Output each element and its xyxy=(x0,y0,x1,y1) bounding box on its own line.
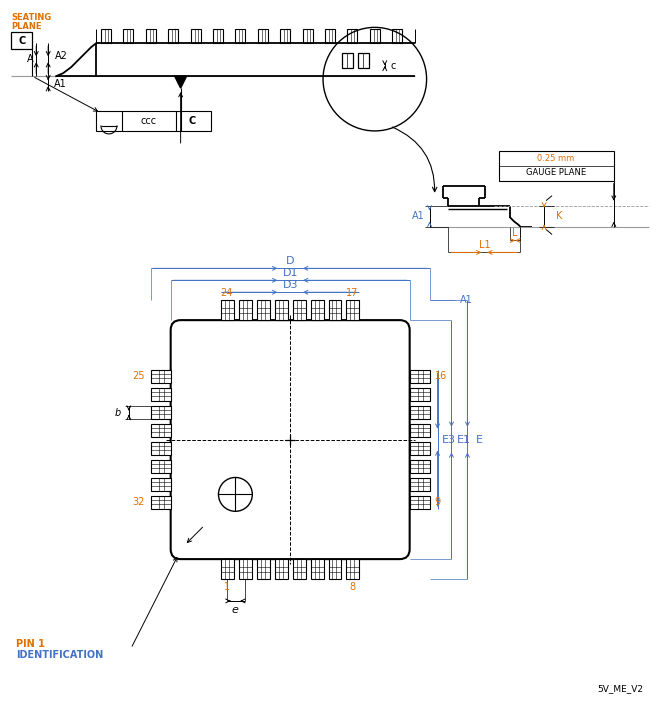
Text: C: C xyxy=(18,36,26,46)
Text: 1: 1 xyxy=(224,582,230,592)
Text: D: D xyxy=(286,257,295,266)
Bar xyxy=(410,407,430,419)
Text: E1: E1 xyxy=(457,435,471,444)
Bar xyxy=(370,29,380,43)
Bar xyxy=(500,151,614,181)
Text: 24: 24 xyxy=(221,288,233,298)
Text: b: b xyxy=(115,408,121,418)
Bar xyxy=(213,29,223,43)
Text: A1: A1 xyxy=(412,210,424,221)
Text: 32: 32 xyxy=(132,497,145,507)
Text: A1: A1 xyxy=(459,295,473,305)
Bar xyxy=(347,300,359,320)
Text: E3: E3 xyxy=(442,435,455,444)
Text: 16: 16 xyxy=(434,372,447,381)
Text: ccc: ccc xyxy=(141,116,157,126)
Text: D1: D1 xyxy=(283,268,298,278)
Bar xyxy=(280,29,290,43)
Text: A1: A1 xyxy=(54,79,67,89)
Text: e: e xyxy=(232,605,239,615)
Bar xyxy=(123,29,133,43)
Bar xyxy=(151,407,171,419)
Text: C: C xyxy=(189,116,196,126)
Bar xyxy=(239,300,252,320)
Text: 9: 9 xyxy=(434,497,441,507)
Bar xyxy=(11,32,32,49)
Bar xyxy=(151,496,171,509)
Text: 25: 25 xyxy=(132,372,145,381)
Text: 5V_ME_V2: 5V_ME_V2 xyxy=(598,684,644,693)
Text: SEATING: SEATING xyxy=(11,13,51,22)
Bar xyxy=(310,559,324,579)
Bar xyxy=(310,300,324,320)
Bar xyxy=(151,478,171,491)
Text: D3: D3 xyxy=(283,280,298,290)
Polygon shape xyxy=(175,76,186,88)
Bar xyxy=(410,370,430,383)
Bar xyxy=(347,29,357,43)
FancyBboxPatch shape xyxy=(171,320,410,559)
Bar xyxy=(328,559,341,579)
Text: IDENTIFICATION: IDENTIFICATION xyxy=(16,650,103,660)
Text: L: L xyxy=(513,229,518,238)
Text: c: c xyxy=(391,61,396,72)
Bar xyxy=(410,388,430,401)
Bar xyxy=(96,111,210,131)
Bar xyxy=(257,300,270,320)
Bar xyxy=(358,53,369,68)
Bar xyxy=(235,29,245,43)
Bar xyxy=(275,559,288,579)
Bar xyxy=(302,29,312,43)
Bar xyxy=(328,300,341,320)
Bar xyxy=(347,559,359,579)
Bar xyxy=(151,442,171,455)
Bar xyxy=(151,460,171,473)
Bar xyxy=(410,478,430,491)
Bar xyxy=(101,29,111,43)
Text: 8: 8 xyxy=(349,582,355,592)
Text: 0.25 mm: 0.25 mm xyxy=(538,154,575,163)
Text: A: A xyxy=(27,54,34,64)
Bar xyxy=(221,559,234,579)
Bar xyxy=(293,300,306,320)
Text: 17: 17 xyxy=(346,288,358,298)
Text: L1: L1 xyxy=(478,240,490,250)
Bar xyxy=(257,559,270,579)
Bar xyxy=(342,53,353,68)
Bar xyxy=(293,559,306,579)
Bar xyxy=(146,29,156,43)
Bar xyxy=(190,29,200,43)
Text: PLANE: PLANE xyxy=(11,22,42,32)
Bar xyxy=(151,388,171,401)
Text: PIN 1: PIN 1 xyxy=(16,639,45,648)
Bar xyxy=(221,300,234,320)
Bar xyxy=(410,496,430,509)
Bar xyxy=(151,424,171,437)
Text: K: K xyxy=(556,210,562,221)
Bar xyxy=(151,370,171,383)
Text: E: E xyxy=(475,435,482,444)
Bar xyxy=(168,29,178,43)
Bar xyxy=(410,424,430,437)
Bar xyxy=(410,442,430,455)
Bar xyxy=(239,559,252,579)
Bar xyxy=(275,300,288,320)
Bar xyxy=(410,460,430,473)
Text: GAUGE PLANE: GAUGE PLANE xyxy=(526,168,586,177)
Bar xyxy=(258,29,268,43)
Bar xyxy=(392,29,402,43)
Bar xyxy=(325,29,335,43)
Text: A2: A2 xyxy=(55,51,68,61)
